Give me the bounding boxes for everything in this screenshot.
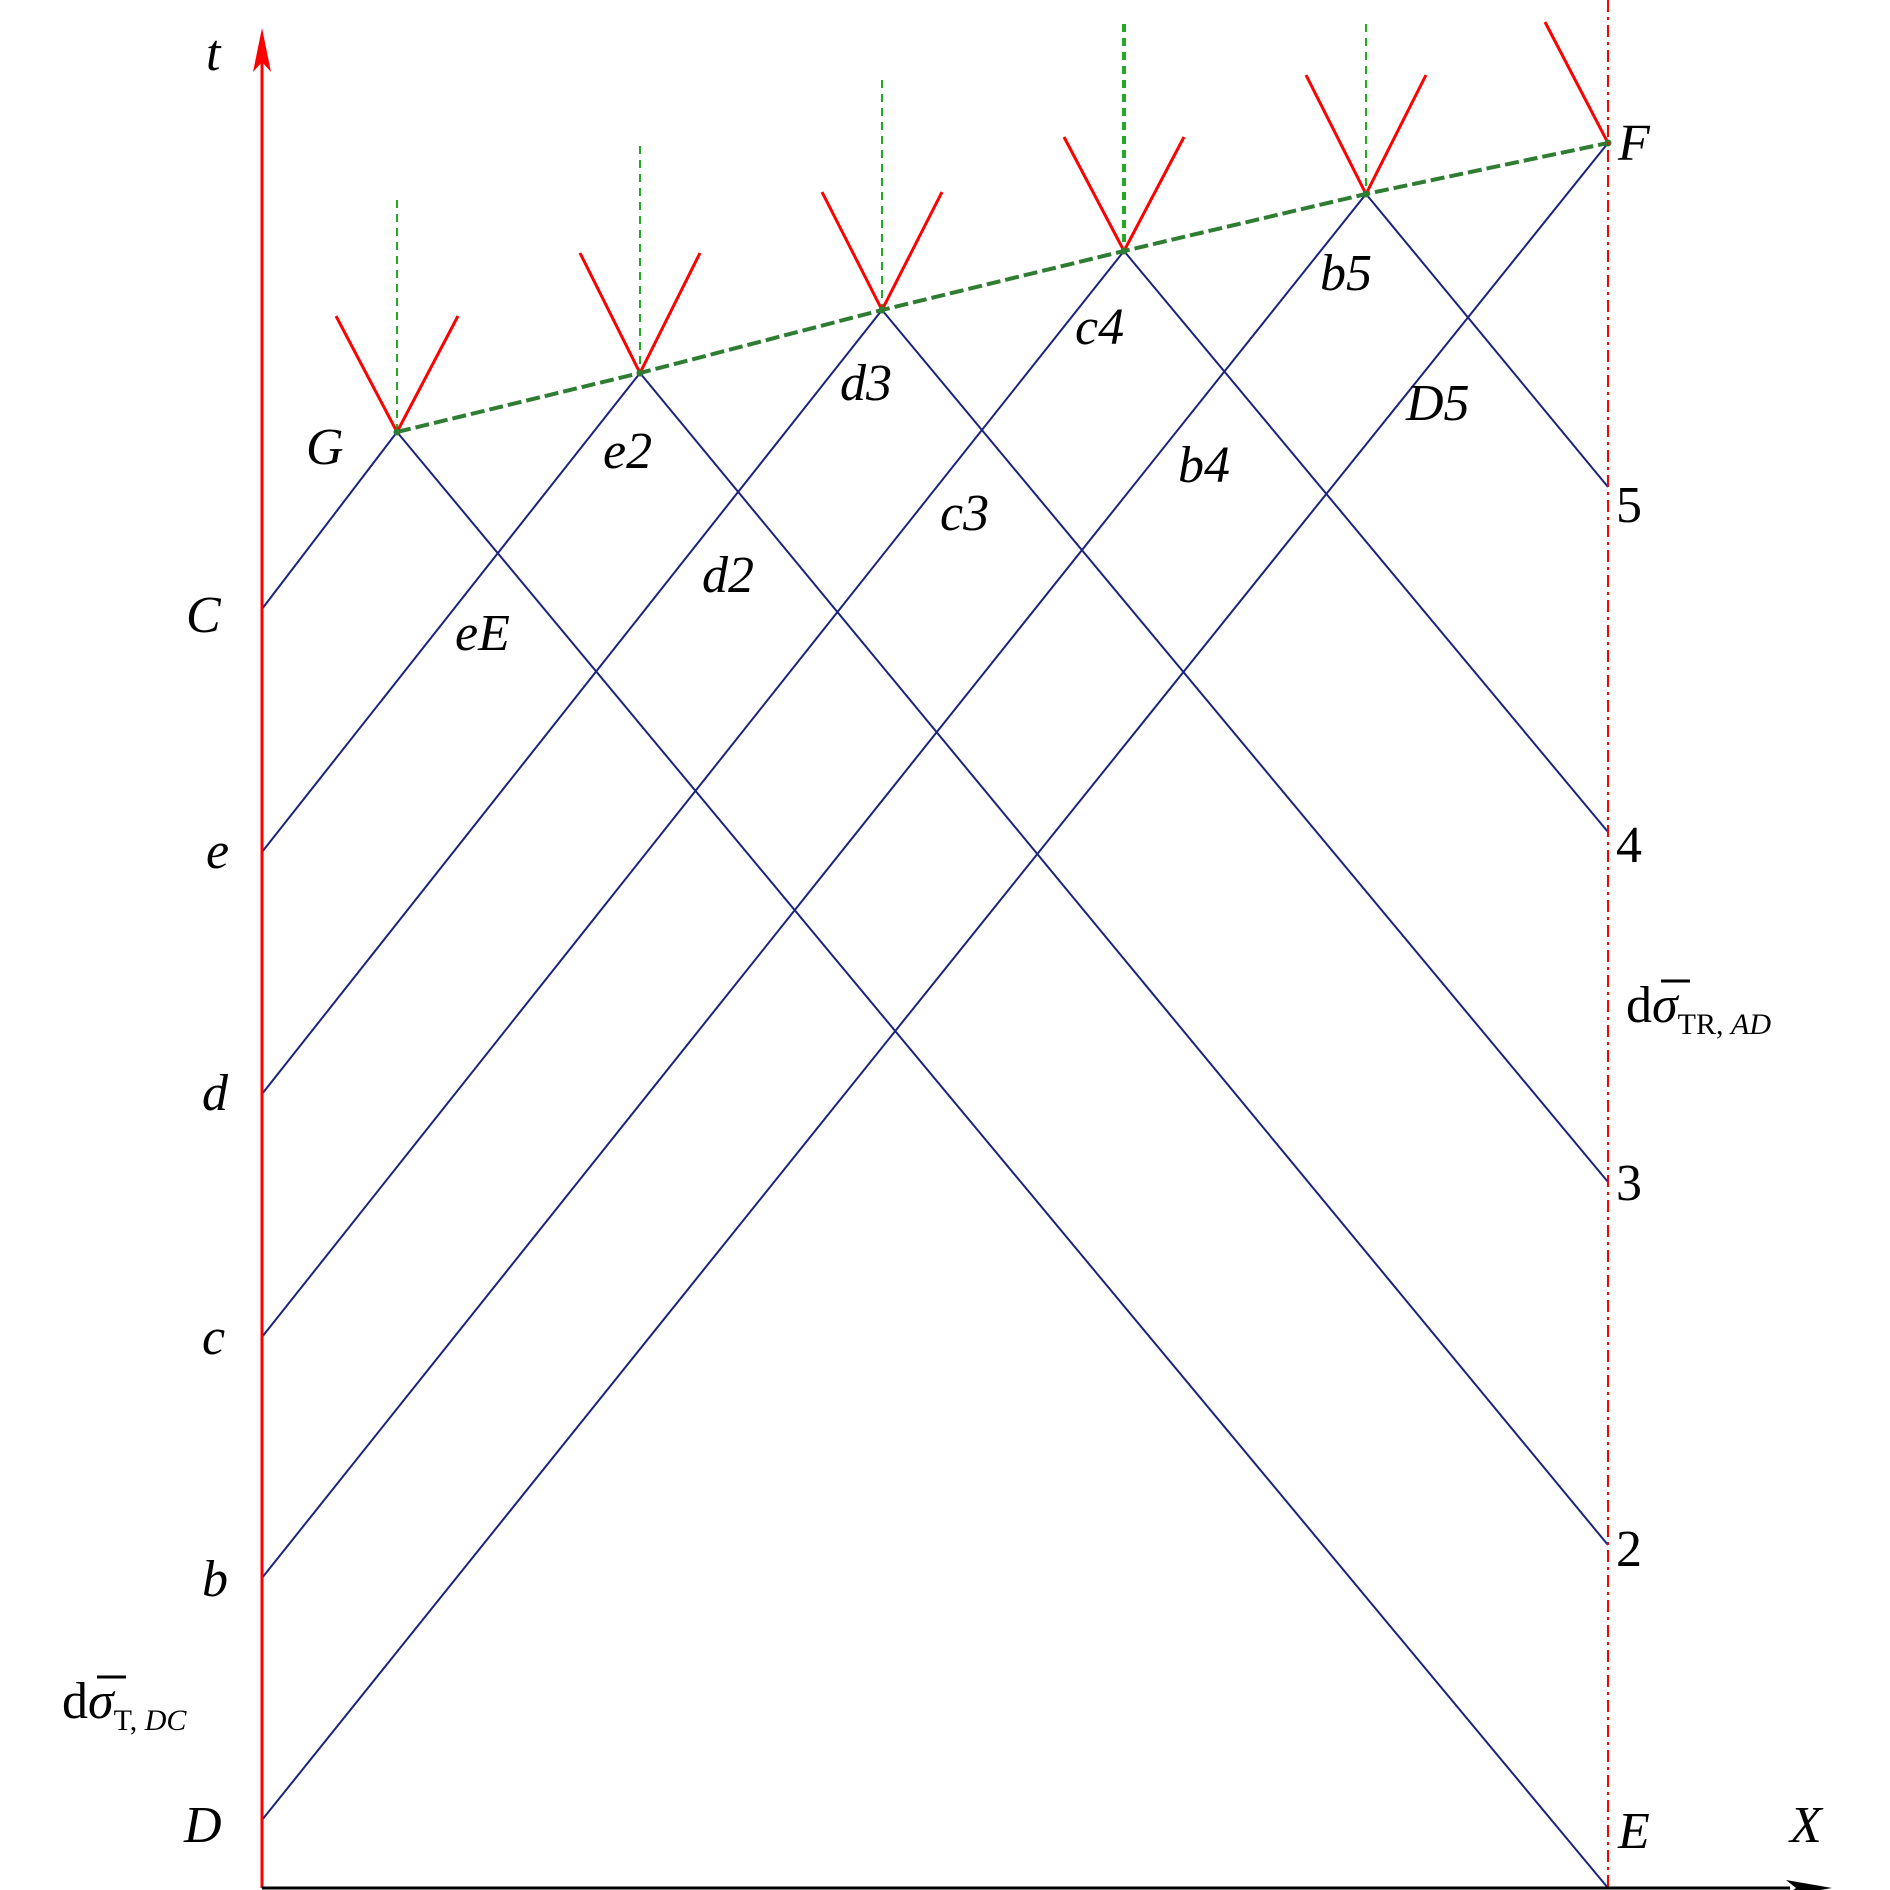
t-axis-arrowhead bbox=[253, 28, 271, 72]
label-E: E bbox=[1617, 1803, 1650, 1860]
characteristic-C-G bbox=[261, 431, 398, 610]
right-going-characteristics bbox=[261, 142, 1609, 1821]
stress-left-prefix: d bbox=[62, 1673, 88, 1730]
stress-right-sigma: σ bbox=[1652, 977, 1680, 1034]
label-C: C bbox=[186, 587, 222, 644]
label-D: D bbox=[183, 1797, 222, 1854]
label-G: G bbox=[306, 419, 344, 476]
stress-right-prefix: d bbox=[1626, 977, 1652, 1034]
t-axis-label: t bbox=[206, 25, 222, 82]
v-mark-F bbox=[1543, 21, 1610, 144]
characteristic-c4-4 bbox=[1123, 250, 1609, 833]
label-b5: b5 bbox=[1320, 245, 1372, 302]
stress-right-sub-plain: TR, bbox=[1678, 1008, 1731, 1041]
label-e2: e2 bbox=[603, 423, 652, 480]
characteristic-b5-5 bbox=[1365, 193, 1609, 488]
label-b4: b4 bbox=[1178, 437, 1230, 494]
left-going-characteristics bbox=[396, 193, 1609, 1889]
label-c: c bbox=[202, 1309, 225, 1366]
node-c4 bbox=[1120, 247, 1128, 255]
label-c4: c4 bbox=[1075, 299, 1124, 356]
label-d2: d2 bbox=[702, 547, 754, 604]
label-d: d bbox=[202, 1065, 229, 1122]
characteristic-c-c4 bbox=[261, 250, 1125, 1338]
stress-left-sigma: σ bbox=[88, 1673, 116, 1730]
characteristic-b-b5 bbox=[261, 193, 1367, 1579]
label-c3: c3 bbox=[940, 485, 989, 542]
label-D5: D5 bbox=[1405, 375, 1470, 432]
x-axis-arrowhead bbox=[1786, 1880, 1832, 1890]
stress-left-sub-plain: T, bbox=[114, 1704, 145, 1737]
label-d3: d3 bbox=[840, 355, 892, 412]
label-eE: eE bbox=[455, 605, 510, 662]
label-F: F bbox=[1617, 115, 1651, 172]
red-v-marks bbox=[334, 21, 1610, 436]
stress-label-left: dσT, DC bbox=[62, 1673, 187, 1737]
x-axis-label: X bbox=[1788, 1797, 1824, 1854]
label-5: 5 bbox=[1616, 477, 1642, 534]
characteristic-G-E bbox=[396, 431, 1609, 1889]
stress-left-sub-italic: DC bbox=[144, 1704, 188, 1737]
vertical-guides bbox=[396, 24, 1367, 432]
characteristic-d-d3 bbox=[261, 309, 883, 1095]
label-e: e bbox=[206, 823, 229, 880]
characteristic-D-F bbox=[261, 142, 1609, 1821]
v-mark-b5 bbox=[1304, 74, 1428, 198]
characteristic-e2-2 bbox=[639, 372, 1609, 1546]
v-mark-e2 bbox=[578, 252, 702, 377]
label-2: 2 bbox=[1616, 1521, 1642, 1578]
characteristic-e-e2 bbox=[261, 372, 641, 853]
node-G bbox=[393, 428, 401, 436]
node-e2 bbox=[636, 369, 644, 377]
unloading-front-G-F bbox=[396, 141, 1609, 434]
stress-right-sub-italic: AD bbox=[1729, 1008, 1771, 1041]
node-d3 bbox=[878, 306, 886, 314]
node-b5 bbox=[1362, 190, 1370, 198]
stress-label-right: dσTR, AD bbox=[1626, 977, 1771, 1041]
label-b: b bbox=[202, 1551, 228, 1608]
characteristic-d3-3 bbox=[881, 309, 1609, 1183]
label-4: 4 bbox=[1616, 817, 1642, 874]
label-3: 3 bbox=[1616, 1155, 1642, 1212]
